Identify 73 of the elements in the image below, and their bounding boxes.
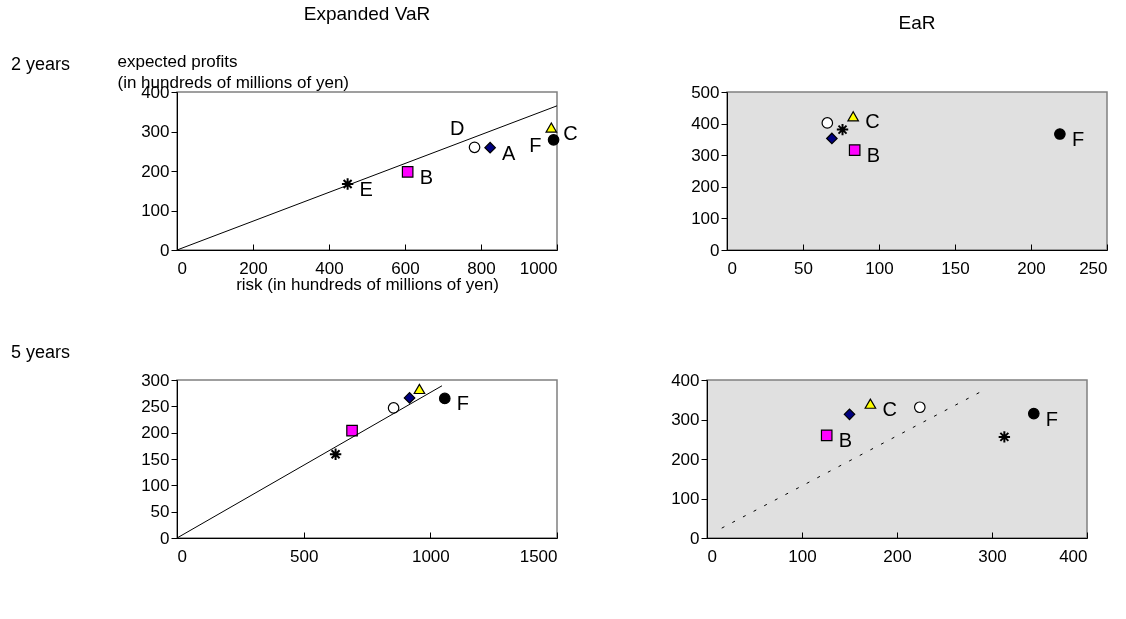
- x-tick-label: 150: [941, 258, 970, 278]
- y-tick-label: 500: [691, 82, 720, 102]
- series-label: B: [419, 165, 433, 188]
- point: [821, 117, 834, 129]
- x-tick-label: 200: [1017, 258, 1046, 278]
- y-tick-label: 150: [141, 449, 170, 469]
- x-tick-label: 1000: [519, 258, 558, 278]
- series-label: F: [456, 392, 469, 415]
- x-tick-label: 0: [177, 546, 187, 566]
- series-label: F: [529, 133, 542, 156]
- point: [835, 122, 850, 137]
- series-label: C: [563, 121, 578, 144]
- y-tick-label: 400: [671, 370, 700, 390]
- point: [864, 398, 877, 409]
- x-tick-label: 400: [1059, 546, 1088, 566]
- y-tick-label: 100: [141, 475, 170, 495]
- point: [820, 429, 833, 442]
- x-tick-label: 50: [794, 258, 813, 278]
- series-label: C: [865, 110, 880, 133]
- y-tick-label: 0: [710, 240, 720, 260]
- point: [468, 141, 481, 154]
- series-label: E: [359, 178, 373, 201]
- point: [997, 430, 1012, 444]
- series-label: A: [502, 141, 517, 164]
- point: [545, 122, 558, 133]
- point: [843, 408, 856, 421]
- point: [1027, 407, 1040, 420]
- series-label: D: [450, 117, 465, 140]
- y-tick-label: 0: [690, 528, 700, 548]
- y-tick-label: 300: [141, 370, 170, 390]
- point: [1054, 128, 1066, 140]
- point: [848, 144, 861, 156]
- y-tick-label: 0: [160, 528, 170, 548]
- text: 2 years: [11, 54, 71, 74]
- point: [913, 401, 926, 414]
- x-tick-label: 250: [1079, 258, 1108, 278]
- x-tick-label: 100: [788, 546, 817, 566]
- y-tick-label: 200: [141, 161, 170, 181]
- x-tick-label: 100: [865, 258, 894, 278]
- y-tick-label: 300: [671, 410, 700, 429]
- y-tick-label: 400: [691, 114, 720, 134]
- x-tick-label: 1500: [519, 546, 558, 566]
- x-tick-label: 0: [727, 258, 737, 278]
- y-tick-label: 200: [141, 423, 170, 443]
- x-tick-label: 200: [883, 546, 912, 566]
- y-tick-label: 200: [691, 177, 720, 197]
- y-tick-label: 100: [141, 201, 170, 220]
- point: [401, 165, 414, 178]
- y-tick-label: 300: [691, 145, 720, 165]
- point: [340, 177, 355, 191]
- series-label: F: [1071, 128, 1085, 151]
- y-tick-label: 0: [160, 240, 170, 260]
- point: [847, 111, 859, 122]
- series-label: C: [882, 397, 897, 420]
- point: [547, 133, 560, 146]
- point: [826, 132, 838, 145]
- series-label: F: [1045, 407, 1059, 430]
- text: 5 years: [11, 342, 71, 362]
- series-label: B: [866, 144, 881, 167]
- chart-title: Expanded VaR: [303, 3, 431, 24]
- y-tick-label: 250: [141, 396, 170, 416]
- x-tick-label: 0: [177, 258, 187, 278]
- y-tick-label: 50: [150, 502, 170, 522]
- series-label: B: [838, 429, 853, 452]
- y-tick-label: 200: [671, 449, 700, 469]
- chart-title: EaR: [898, 12, 936, 33]
- x-tick-label: 300: [978, 546, 1007, 566]
- point: [484, 141, 496, 154]
- y-tick-label: 100: [691, 208, 720, 228]
- x-tick-label: 500: [289, 546, 319, 566]
- y-tick-label: 300: [141, 122, 170, 141]
- x-tick-label: 1000: [411, 546, 450, 566]
- y-tick-label: 100: [671, 489, 700, 508]
